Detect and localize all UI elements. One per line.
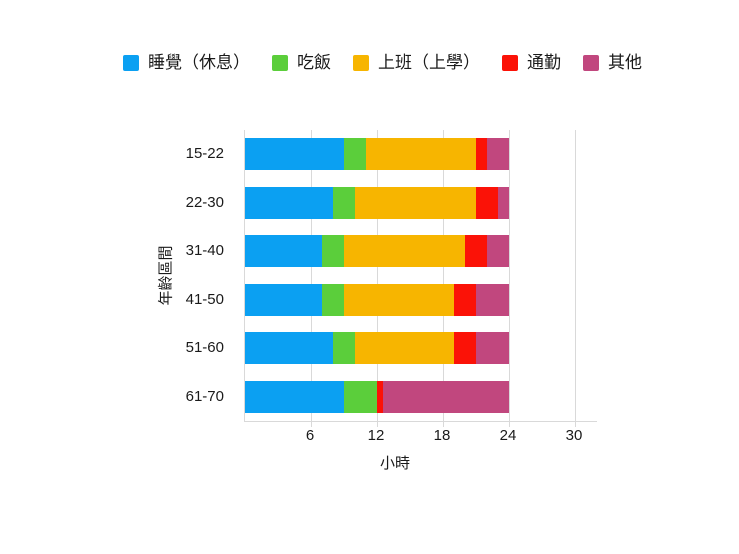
bar-segment-22-30-上班（上學） xyxy=(355,186,476,219)
bar-segment-31-40-吃飯 xyxy=(322,235,344,268)
gridline-24 xyxy=(509,130,510,421)
bar-band-51-60 xyxy=(245,324,597,373)
legend-label: 上班（上學） xyxy=(378,53,480,72)
bar-segment-22-30-其他 xyxy=(498,186,509,219)
bar-segment-41-50-通勤 xyxy=(454,283,476,316)
bar-band-61-70 xyxy=(245,373,597,422)
x-tick-label-12: 12 xyxy=(367,427,385,444)
legend-swatch-icon xyxy=(272,55,288,71)
gridline-6 xyxy=(311,130,312,421)
legend-item-5: 其他 xyxy=(583,54,642,72)
gridline-30 xyxy=(575,130,576,421)
stacked-bar-61-70 xyxy=(245,380,597,413)
legend-item-3: 上班（上學） xyxy=(353,54,480,72)
y-tick-label-22-30: 22-30 xyxy=(185,193,224,211)
x-tick-label-24: 24 xyxy=(499,427,517,444)
y-tick-label-31-40: 31-40 xyxy=(185,242,224,260)
tick-mark-12 xyxy=(377,421,378,427)
tick-mark-30 xyxy=(575,421,576,427)
x-tick-label-6: 6 xyxy=(305,427,315,444)
legend-label: 通勤 xyxy=(527,53,561,72)
bar-segment-22-30-吃飯 xyxy=(333,186,355,219)
bar-segment-31-40-睡覺（休息） xyxy=(245,235,322,268)
bar-segment-61-70-其他 xyxy=(382,380,509,413)
tick-mark-6 xyxy=(311,421,312,427)
y-tick-label-15-22: 15-22 xyxy=(185,145,224,163)
bar-segment-41-50-上班（上學） xyxy=(344,283,454,316)
chart-legend: 睡覺（休息） 吃飯 上班（上學） 通勤 其他 xyxy=(123,54,642,72)
legend-label: 睡覺（休息） xyxy=(148,53,250,72)
bar-segment-31-40-通勤 xyxy=(465,235,487,268)
bar-segment-31-40-其他 xyxy=(487,235,509,268)
bar-segment-61-70-吃飯 xyxy=(344,380,377,413)
gridline-12 xyxy=(377,130,378,421)
legend-swatch-icon xyxy=(123,55,139,71)
bar-segment-41-50-其他 xyxy=(476,283,509,316)
bar-segment-22-30-睡覺（休息） xyxy=(245,186,333,219)
bar-band-22-30 xyxy=(245,179,597,228)
bar-segment-61-70-睡覺（休息） xyxy=(245,380,344,413)
x-tick-label-30: 30 xyxy=(565,427,583,444)
y-tick-label-41-50: 41-50 xyxy=(185,290,224,308)
bar-segment-41-50-睡覺（休息） xyxy=(245,283,322,316)
y-tick-label-61-70: 61-70 xyxy=(185,387,224,405)
legend-item-2: 吃飯 xyxy=(272,54,331,72)
bar-segment-61-70-通勤 xyxy=(377,380,383,413)
stacked-bar-31-40 xyxy=(245,235,597,268)
gridline-18 xyxy=(443,130,444,421)
bar-segment-22-30-通勤 xyxy=(476,186,498,219)
tick-mark-18 xyxy=(443,421,444,427)
tick-mark-24 xyxy=(509,421,510,427)
legend-label: 吃飯 xyxy=(297,53,331,72)
y-axis-labels: 15-22 22-30 31-40 41-50 51-60 61-70 xyxy=(120,130,234,421)
bar-segment-15-22-上班（上學） xyxy=(366,138,476,171)
bar-segment-51-60-上班（上學） xyxy=(355,332,454,365)
bar-segment-15-22-吃飯 xyxy=(344,138,366,171)
bar-segment-15-22-其他 xyxy=(487,138,509,171)
bar-segment-31-40-上班（上學） xyxy=(344,235,465,268)
stacked-bar-51-60 xyxy=(245,332,597,365)
legend-item-4: 通勤 xyxy=(502,54,561,72)
stacked-bar-15-22 xyxy=(245,138,597,171)
bar-band-15-22 xyxy=(245,130,597,179)
bar-band-31-40 xyxy=(245,227,597,276)
x-tick-label-18: 18 xyxy=(433,427,451,444)
x-axis-title: 小時 xyxy=(379,455,410,472)
bar-segment-15-22-睡覺（休息） xyxy=(245,138,344,171)
bar-segment-51-60-通勤 xyxy=(454,332,476,365)
legend-label: 其他 xyxy=(608,53,642,72)
bar-segment-51-60-睡覺（休息） xyxy=(245,332,333,365)
legend-swatch-icon xyxy=(502,55,518,71)
y-tick-label-51-60: 51-60 xyxy=(185,339,224,357)
legend-item-1: 睡覺（休息） xyxy=(123,54,250,72)
bar-segment-51-60-吃飯 xyxy=(333,332,355,365)
bar-segment-15-22-通勤 xyxy=(476,138,487,171)
stacked-bar-41-50 xyxy=(245,283,597,316)
x-axis-labels: 6 12 18 24 30 xyxy=(244,427,596,447)
legend-swatch-icon xyxy=(353,55,369,71)
bar-segment-41-50-吃飯 xyxy=(322,283,344,316)
bar-segment-51-60-其他 xyxy=(476,332,509,365)
plot-area xyxy=(244,130,597,427)
stacked-bar-22-30 xyxy=(245,186,597,219)
legend-swatch-icon xyxy=(583,55,599,71)
bar-band-41-50 xyxy=(245,276,597,325)
